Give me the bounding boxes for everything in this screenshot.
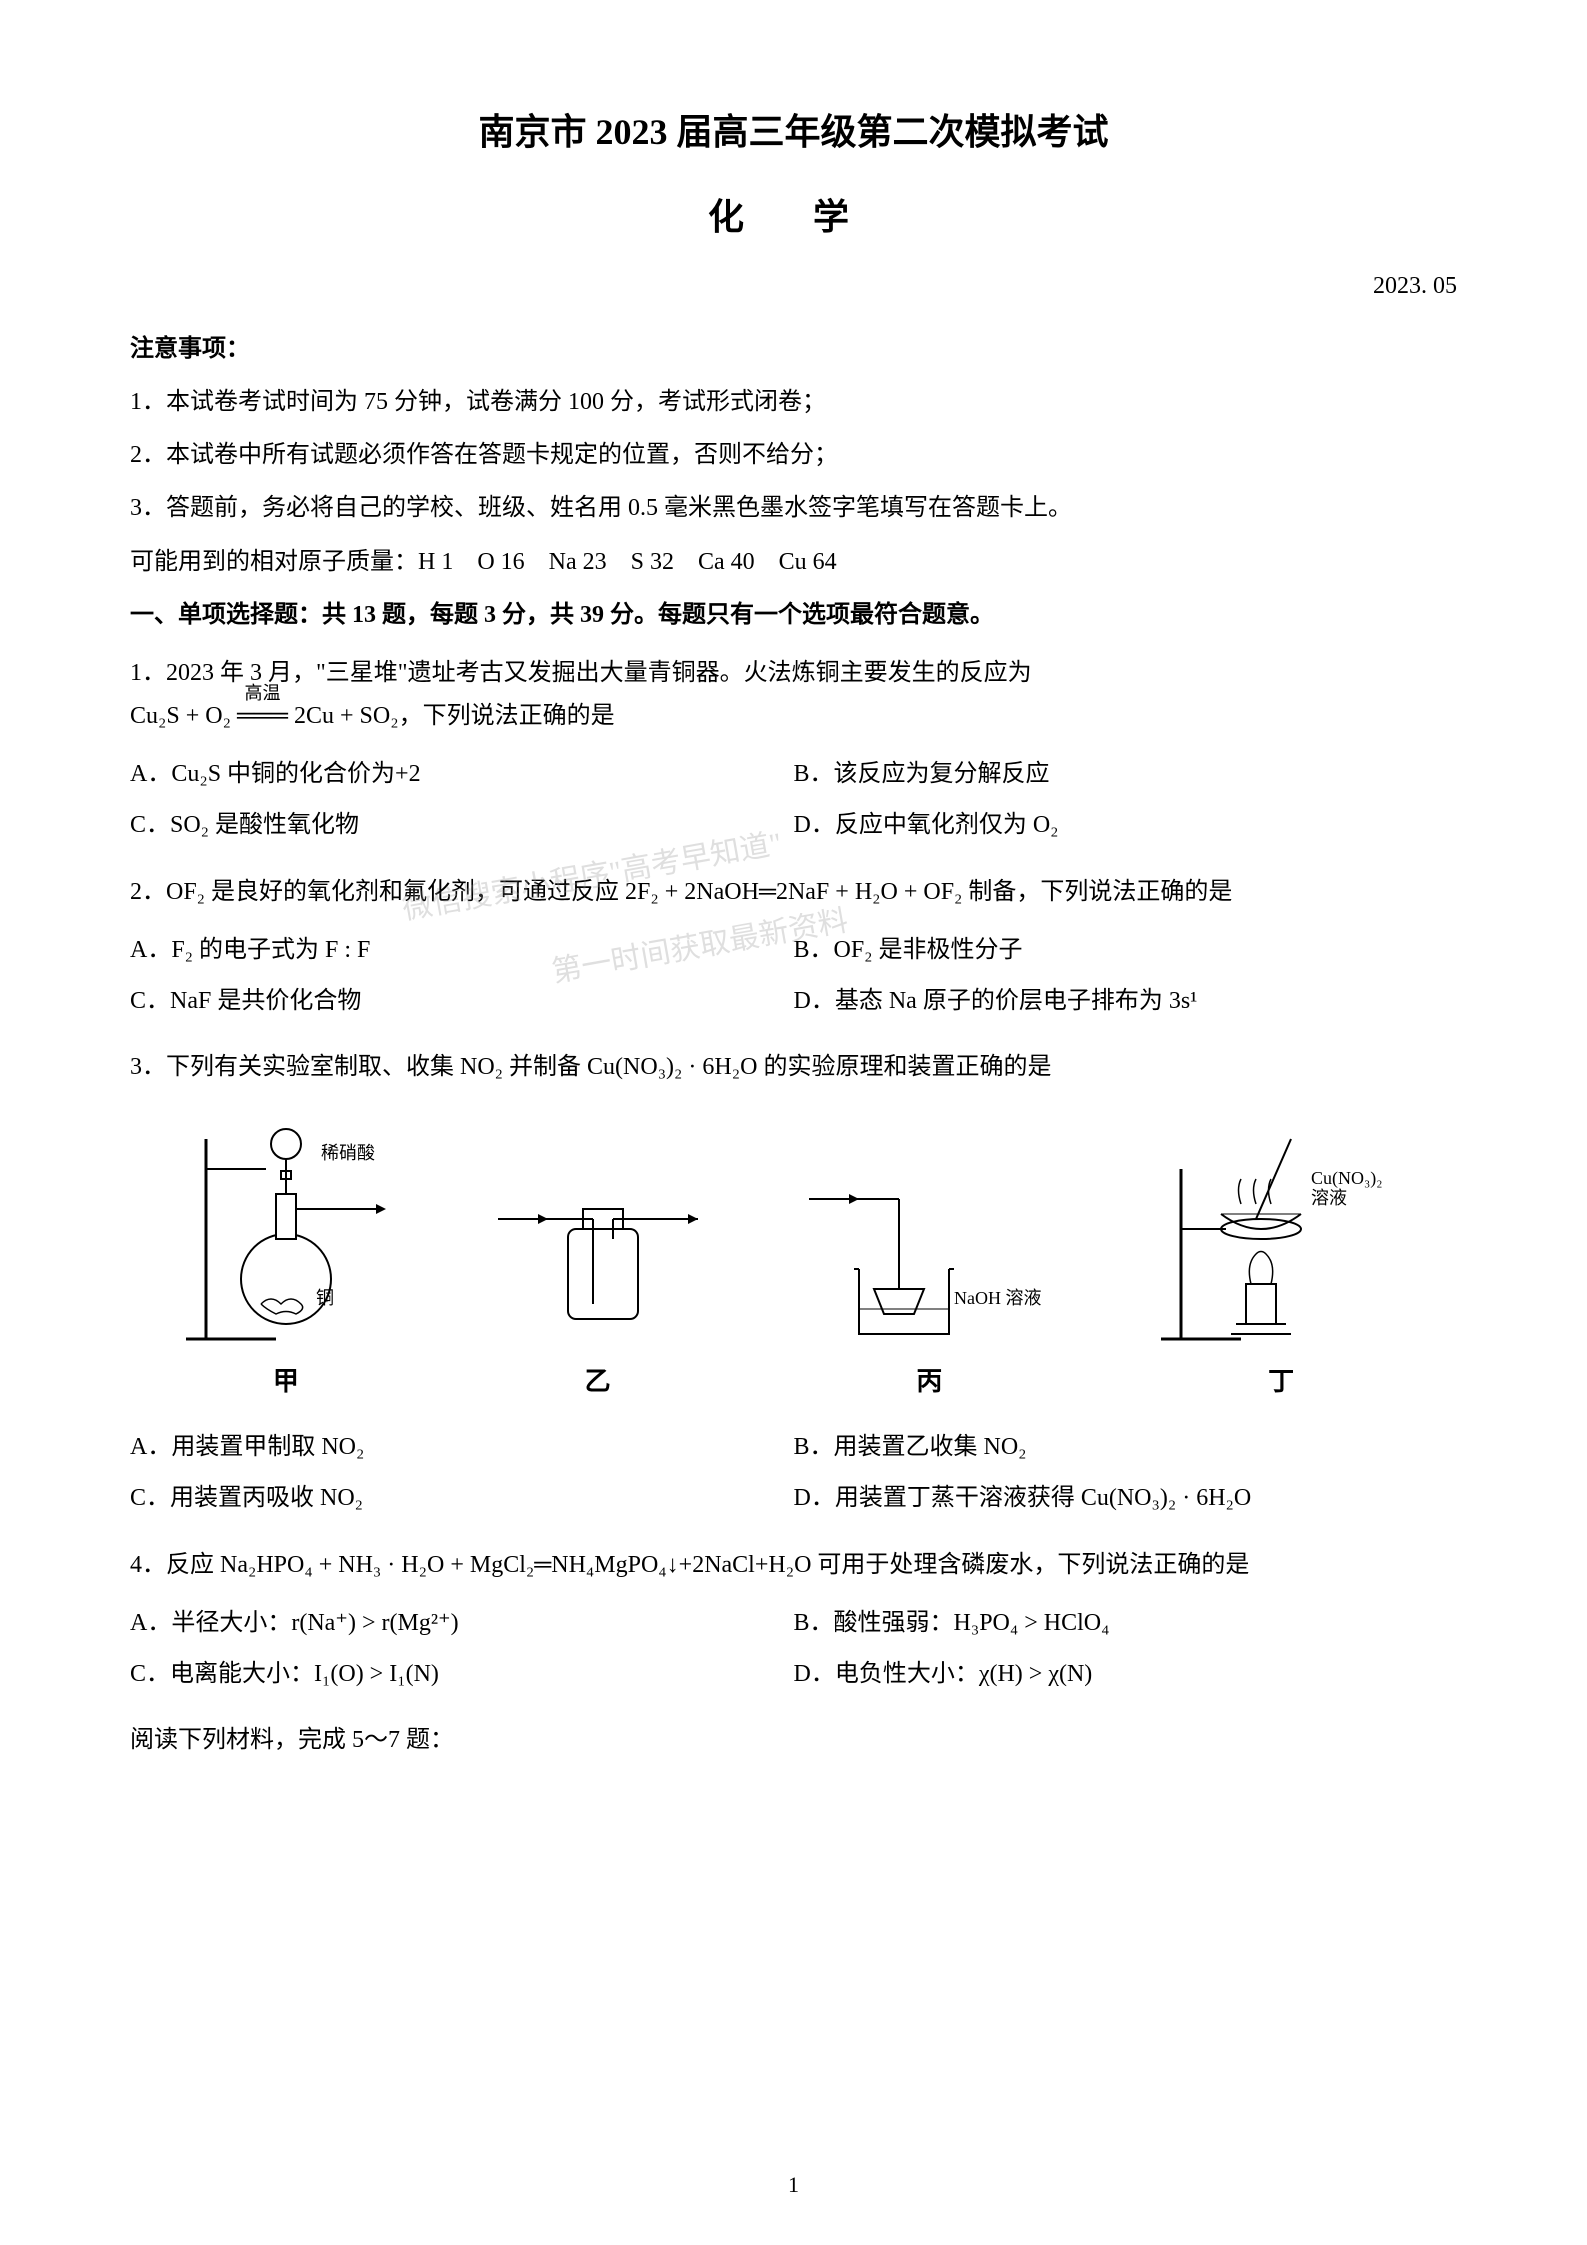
q4-options: A．半径大小：r(Na⁺) > r(Mg²⁺) B．酸性强弱：H₃PO₄ > H… — [130, 1602, 1457, 1704]
q3-diagrams: 稀硝酸 铜 甲 乙 — [130, 1109, 1457, 1406]
q2-options: A．F₂ 的电子式为 F : F B．OF₂ 是非极性分子 C．NaF 是共价化… — [130, 929, 1457, 1031]
q4-opt-c: C．电离能大小：I₁(O) > I₁(N) — [130, 1653, 794, 1696]
diagram-ding: Cu(NO₃)₂ 溶液 丁 — [1151, 1109, 1411, 1406]
q2-opt-a: A．F₂ 的电子式为 F : F — [130, 929, 794, 972]
diagram-bing: NaOH 溶液 丙 — [799, 1169, 1059, 1406]
q2-opt-c: C．NaF 是共价化合物 — [130, 980, 794, 1023]
q4-text: 4．反应 Na₂HPO₄ + NH₃ · H₂O + MgCl₂═NH₄MgPO… — [130, 1544, 1457, 1587]
q4-opt-b: B．酸性强弱：H₃PO₄ > HClO₄ — [794, 1602, 1458, 1645]
q1-opt-a: A．Cu₂S 中铜的化合价为+2 — [130, 753, 794, 796]
q4-opt-a: A．半径大小：r(Na⁺) > r(Mg²⁺) — [130, 1602, 794, 1645]
ding-cuno3-label: Cu(NO₃)₂ — [1311, 1168, 1383, 1189]
notice-2: 2．本试卷中所有试题必须作答在答题卡规定的位置，否则不给分； — [130, 434, 1457, 477]
q3-opt-c: C．用装置丙吸收 NO₂ — [130, 1477, 794, 1520]
q3-text: 3．下列有关实验室制取、收集 NO₂ 并制备 Cu(NO₃)₂ · 6H₂O 的… — [130, 1046, 1457, 1089]
diagram-ding-svg: Cu(NO₃)₂ 溶液 — [1151, 1109, 1411, 1349]
q3-options: A．用装置甲制取 NO₂ B．用装置乙收集 NO₂ C．用装置丙吸收 NO₂ D… — [130, 1426, 1457, 1528]
ding-solution-label: 溶液 — [1311, 1188, 1347, 1208]
diagram-jia-label: 甲 — [273, 1359, 299, 1406]
diagram-yi-svg — [488, 1169, 708, 1349]
q1-arrow: 高温 ═══ — [237, 695, 288, 738]
q3-opt-a: A．用装置甲制取 NO₂ — [130, 1426, 794, 1469]
sub-title: 化 学 — [130, 185, 1457, 250]
diagram-ding-label: 丁 — [1268, 1359, 1294, 1406]
q1-eq-left: Cu₂S + O₂ — [130, 703, 231, 729]
q3-opt-b: B．用装置乙收集 NO₂ — [794, 1426, 1458, 1469]
notices-header: 注意事项： — [130, 328, 1457, 371]
q1-eq-right: 2Cu + SO₂，下列说法正确的是 — [294, 703, 615, 729]
q1-opt-c: C．SO₂ 是酸性氧化物 — [130, 804, 794, 847]
q2-opt-b: B．OF₂ 是非极性分子 — [794, 929, 1458, 972]
bing-naoh-label: NaOH 溶液 — [954, 1288, 1042, 1308]
q2-text: 2．OF₂ 是良好的氧化剂和氟化剂，可通过反应 2F₂ + 2NaOH═2NaF… — [130, 871, 1457, 914]
diagram-bing-svg: NaOH 溶液 — [799, 1169, 1059, 1349]
diagram-yi-label: 乙 — [585, 1359, 611, 1406]
q1-opt-b: B．该反应为复分解反应 — [794, 753, 1458, 796]
exam-date: 2023. 05 — [130, 265, 1457, 308]
atomic-mass-line: 可能用到的相对原子质量：H 1 O 16 Na 23 S 32 Ca 40 Cu… — [130, 541, 1457, 584]
q2-opt-d: D．基态 Na 原子的价层电子排布为 3s¹ — [794, 980, 1458, 1023]
notice-3: 3．答题前，务必将自己的学校、班级、姓名用 0.5 毫米黑色墨水签字笔填写在答题… — [130, 487, 1457, 530]
jia-cu-label: 铜 — [316, 1288, 334, 1308]
main-title: 南京市 2023 届高三年级第二次模拟考试 — [130, 100, 1457, 165]
reading-prompt: 阅读下列材料，完成 5～7 题： — [130, 1719, 1457, 1762]
diagram-jia-svg: 稀硝酸 铜 — [176, 1109, 396, 1349]
q3-opt-d: D．用装置丁蒸干溶液获得 Cu(NO₃)₂ · 6H₂O — [794, 1477, 1458, 1520]
q1-condition: 高温 — [244, 677, 280, 709]
jia-acid-label: 稀硝酸 — [321, 1143, 375, 1163]
q1-opt-d: D．反应中氧化剂仅为 O₂ — [794, 804, 1458, 847]
q4-opt-d: D．电负性大小：χ(H) > χ(N) — [794, 1653, 1458, 1696]
section1-title: 一、单项选择题：共 13 题，每题 3 分，共 39 分。每题只有一个选项最符合… — [130, 594, 1457, 637]
page-number: 1 — [788, 2165, 799, 2205]
diagram-bing-label: 丙 — [916, 1359, 942, 1406]
q1-text: 1．2023 年 3 月，"三星堆"遗址考古又发掘出大量青铜器。火法炼铜主要发生… — [130, 652, 1457, 738]
diagram-jia: 稀硝酸 铜 甲 — [176, 1109, 396, 1406]
q1-options: A．Cu₂S 中铜的化合价为+2 B．该反应为复分解反应 C．SO₂ 是酸性氧化… — [130, 753, 1457, 855]
diagram-yi: 乙 — [488, 1169, 708, 1406]
notice-1: 1．本试卷考试时间为 75 分钟，试卷满分 100 分，考试形式闭卷； — [130, 381, 1457, 424]
